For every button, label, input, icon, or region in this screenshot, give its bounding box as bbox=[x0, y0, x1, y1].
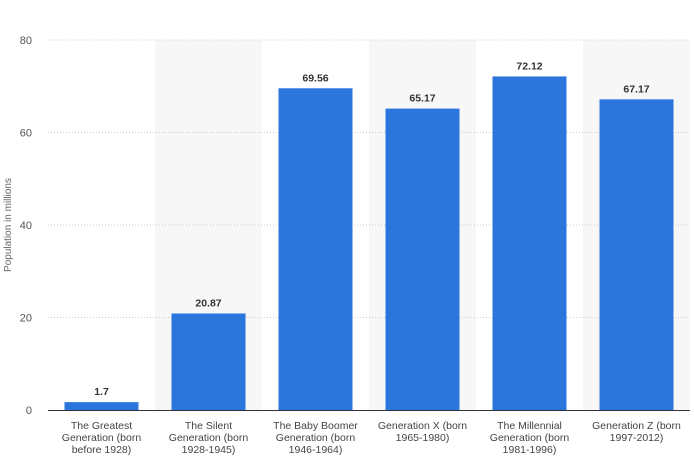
bar bbox=[278, 88, 353, 410]
x-category-label: The Millennial Generation (born 1981-1996) bbox=[490, 420, 570, 456]
x-category-label-line: Generation (born bbox=[276, 432, 356, 444]
y-tick-label: 60 bbox=[20, 128, 32, 140]
x-category-label-line: Generation (born bbox=[169, 432, 249, 444]
bar bbox=[385, 108, 460, 411]
x-axis-labels: The Greatest Generation (born before 1928)… bbox=[62, 420, 681, 456]
y-axis-title: Population in millions bbox=[3, 178, 14, 272]
bar bbox=[492, 76, 567, 410]
value-label: 67.17 bbox=[623, 83, 649, 95]
value-label: 72.12 bbox=[516, 60, 542, 72]
value-label: 69.56 bbox=[302, 72, 328, 84]
y-tick-label: 80 bbox=[20, 35, 32, 47]
x-category-label: The Silent Generation (born 1928-1945) bbox=[169, 420, 249, 456]
bar bbox=[599, 99, 674, 411]
x-category-label-line: Generation (born bbox=[490, 432, 570, 444]
x-category-label: Generation X (born 1965-1980) bbox=[378, 420, 467, 444]
value-labels: 1.7 20.87 69.56 65.17 72.12 67.17 bbox=[94, 60, 650, 398]
value-label: 1.7 bbox=[94, 386, 109, 398]
x-category-label-line: 1997-2012) bbox=[610, 432, 664, 444]
x-category-label-line: before 1928) bbox=[72, 444, 132, 456]
x-category-label: Generation Z (born 1997-2012) bbox=[592, 420, 681, 444]
value-label: 65.17 bbox=[409, 93, 435, 105]
y-tick-label: 40 bbox=[20, 220, 32, 232]
y-tick-label: 0 bbox=[26, 405, 32, 417]
x-category-label-line: Generation (born bbox=[62, 432, 142, 444]
x-category-label: The Baby Boomer Generation (born 1946-1964… bbox=[273, 420, 358, 456]
x-category-label: The Greatest Generation (born before 1928) bbox=[62, 420, 142, 456]
x-category-label-line: 1981-1996) bbox=[503, 444, 557, 456]
x-category-label-line: The Baby Boomer bbox=[273, 420, 358, 432]
x-category-label-line: Generation Z (born bbox=[592, 420, 681, 432]
x-category-label-line: 1928-1945) bbox=[182, 444, 236, 456]
x-category-label-line: 1946-1964) bbox=[289, 444, 343, 456]
x-category-label-line: Generation X (born bbox=[378, 420, 467, 432]
x-category-label-line: 1965-1980) bbox=[396, 432, 450, 444]
bar bbox=[171, 313, 246, 410]
y-axis-ticks: 0 20 40 60 80 bbox=[20, 35, 32, 417]
x-category-label-line: The Millennial bbox=[497, 420, 562, 432]
x-category-label-line: The Silent bbox=[185, 420, 232, 432]
gridlines bbox=[48, 39, 690, 318]
bars bbox=[64, 76, 674, 411]
bar bbox=[64, 402, 139, 410]
x-category-label-line: The Greatest bbox=[71, 420, 132, 432]
value-label: 20.87 bbox=[195, 297, 221, 309]
y-tick-label: 20 bbox=[20, 313, 32, 325]
